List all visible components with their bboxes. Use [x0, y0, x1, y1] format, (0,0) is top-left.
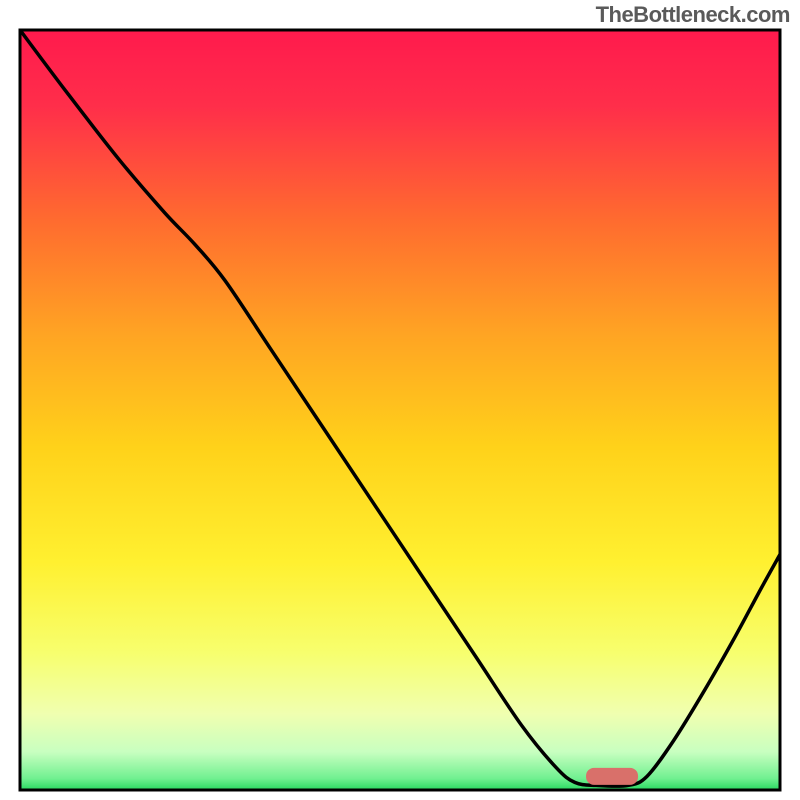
bottleneck-chart — [0, 0, 800, 800]
chart-background — [20, 30, 780, 790]
optimal-marker — [586, 768, 638, 785]
watermark-text: TheBottleneck.com — [596, 2, 790, 28]
chart-container: TheBottleneck.com — [0, 0, 800, 800]
